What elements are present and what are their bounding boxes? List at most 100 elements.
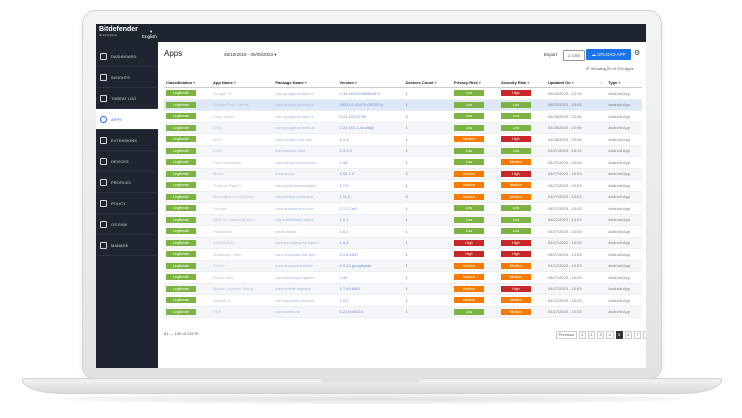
table-row[interactable]: Legitimate Google Play Games com.google.an… [164,99,642,111]
table-row[interactable]: Legitimate Bomnaker Jet of Music com.tempo… [164,191,642,203]
column-header[interactable]: Package Name ▾ [273,77,338,88]
devices-count-cell: 1 [403,294,452,307]
devices-count-cell-value: 1 [405,125,408,131]
filter-icon[interactable]: ▾ [433,79,437,85]
classification-cell-value: Legitimate [166,205,196,212]
date-range-label: 05/10/2018 - 05/09/2023 [224,52,274,57]
filter-icon[interactable]: ▾ [526,79,530,85]
page-button-5[interactable]: 5 [615,331,623,339]
type-cell-value: Android App [608,182,631,188]
table-row[interactable]: Legitimate Board Nest com.thinkingrunganes… [164,271,642,284]
version-cell: 4.5.14-googleplay [337,260,404,272]
page-button-2[interactable]: 2 [587,331,596,339]
table-row[interactable]: Legitimate Keep Notes com.google.android.k… [164,110,642,123]
column-header[interactable]: Privacy Risk ▾ [451,77,499,88]
table-row[interactable]: Legitimate RAR com.rarlab.rar 6.21.build114… [164,306,642,318]
package-cell-value: de.thumann [275,228,297,234]
language-select[interactable]: English ▾ [142,29,157,39]
range-label: 81 — 100 of 129 [164,331,194,336]
column-header[interactable]: Devices Count ▾ [403,77,452,88]
type-cell: Android App [606,271,642,284]
security-risk-cell: Medium [498,191,546,203]
sidebar-item-label: OS RISK [111,221,128,227]
table-row[interactable]: Legitimate Duet com.kiwons.duet 0.3.1.3 1 Low… [164,145,642,157]
column-header[interactable]: Updated On ▾ [545,77,598,88]
sidebar-item-extensions[interactable]: EXTENSIONS [96,130,158,151]
table-row[interactable]: Legitimate Fan Knockdown com.fanmo.fanknoc… [164,156,642,169]
updated-on-cell-value: 04/27/2023 - 10:03 [547,274,582,280]
sidebar-item-os-risk[interactable]: OS RISK [96,214,158,235]
security-risk-cell: Medium [498,271,546,284]
devices-count-cell-value: 1 [405,102,408,108]
insights-icon [100,73,107,81]
filter-icon[interactable]: ▾ [617,79,621,85]
filter-icon[interactable]: ▾ [353,79,358,85]
type-cell-value: Android App [608,263,631,269]
package-cell-value: com.google.android.k [275,113,314,119]
table-row[interactable]: Legitimate Google TV com.google.android.v 4… [164,87,642,100]
sidebar-item-insights[interactable]: INSIGHTS [96,67,158,88]
table-row[interactable]: Legitimate WhatsApp Web com.instagram.lite… [164,248,642,261]
column-header[interactable]: App Name ▾ [211,77,274,88]
sidebar-item-policy[interactable]: POLICY [96,193,158,214]
filter-icon[interactable]: ▾ [477,79,481,85]
privacy-risk-cell-value: Low [453,159,484,166]
table-row[interactable]: Legitimate NBP for Samsung Inter org.softm… [164,214,642,226]
devices-count-cell: 1 [403,237,452,249]
type-cell: Android App [606,294,642,307]
page-button-6[interactable]: 6 [624,331,632,339]
table-row[interactable]: Legitimate Mobile Legends: Bang com.mobile… [164,283,642,295]
filter-icon[interactable]: ▾ [303,79,307,85]
csv-button[interactable]: ⇩ CSV [563,50,585,61]
table-row[interactable]: Legitimate Moon com.moon 4.93.1.0 2 Medium Hig… [164,168,642,180]
page-button-next[interactable]: Next [643,331,646,339]
page-button-1[interactable]: 1 [578,331,586,339]
table-header: Classification ▾ App Name ▾ Package Name ▾… [164,77,642,88]
filter-icon[interactable]: ▾ [570,79,574,85]
column-header[interactable]: Classification ▾ [164,77,212,88]
type-cell-value: Android App [608,251,631,257]
updated-on-cell: 04/27/2023 - 10:03 [545,237,598,249]
package-cell: org.softminister.andro [273,214,338,226]
filter-icon[interactable]: ▾ [192,79,196,85]
updated-on-cell-value: 04/27/2023 - 10:03 [547,286,582,292]
table-row[interactable]: Legitimate Asphalt 9 com.gameloft.android 1… [164,294,642,307]
table-row[interactable]: Legitimate ez ENERGY com.ez.energy.ez.menu… [164,237,642,249]
column-header[interactable]: ↓ [597,77,607,88]
classification-cell-value: Legitimate [166,297,196,304]
sidebar-item-devices[interactable]: DEVICES [96,151,158,172]
sidebar-item-profiles[interactable]: PROFILES [96,172,158,193]
sidebar-item-manage[interactable]: MANAGE [96,235,158,256]
page-button-3[interactable]: 3 [597,331,605,339]
devices-count-cell: 1 [403,248,452,261]
table-row[interactable]: Legitimate Drive com.google.android.a 2.23.… [164,122,642,134]
privacy-risk-cell: Low [451,99,499,111]
table-row[interactable]: Legitimate Shadow Fight 4 com.nekki.shadow… [164,179,642,192]
package-cell: com.dunajer.vpn.com [273,202,338,215]
version-cell-value: 4.5.14-googleplay [339,263,372,269]
security-risk-cell-value: Low [500,113,531,120]
sidebar-item-dashboard[interactable]: DASHBOARD [96,46,158,67]
page-button-previous[interactable]: Previous [556,331,577,339]
sidebar-item-threat-log[interactable]: THREAT LOG [96,88,158,109]
filter-icon[interactable]: ▾ [232,79,236,85]
column-header[interactable]: Version ▾ [337,77,404,88]
devices-count-cell: 2 [403,168,452,180]
date-range-picker[interactable]: 05/10/2018 - 05/09/2023 ▾ [224,52,277,57]
column-header[interactable]: Type ▾ [606,77,642,88]
column-header[interactable]: Security Risk ▾ [498,77,546,88]
page-button-4[interactable]: 4 [606,331,614,339]
page-button-7[interactable]: 7 [633,331,642,339]
upload-app-button[interactable]: ☁ UPLOAD APP [586,49,631,60]
gear-icon[interactable]: ⚙ [634,50,641,57]
version-cell-value: 1.7.0 [339,182,349,188]
app-name-cell-value: Playstation [213,228,233,234]
table-row[interactable]: Legitimate Zhiwei com.oneplus.android 4.5.1… [164,260,642,272]
table-row[interactable]: Legitimate NITO com.crlogic.com.app 5.1.4 1 M… [164,133,642,146]
devices-count-cell-value: 1 [405,228,408,234]
table-row[interactable]: Legitimate Dunajer com.dunajer.vpn.com 2.17… [164,202,642,215]
table-row[interactable]: Legitimate Playstation de.thumann 5.9.2 1 Low… [164,225,642,238]
sidebar-item-apps[interactable]: APPS [96,109,158,130]
classification-cell-value: Legitimate [166,262,196,269]
classification-cell-value: Legitimate [166,101,196,108]
